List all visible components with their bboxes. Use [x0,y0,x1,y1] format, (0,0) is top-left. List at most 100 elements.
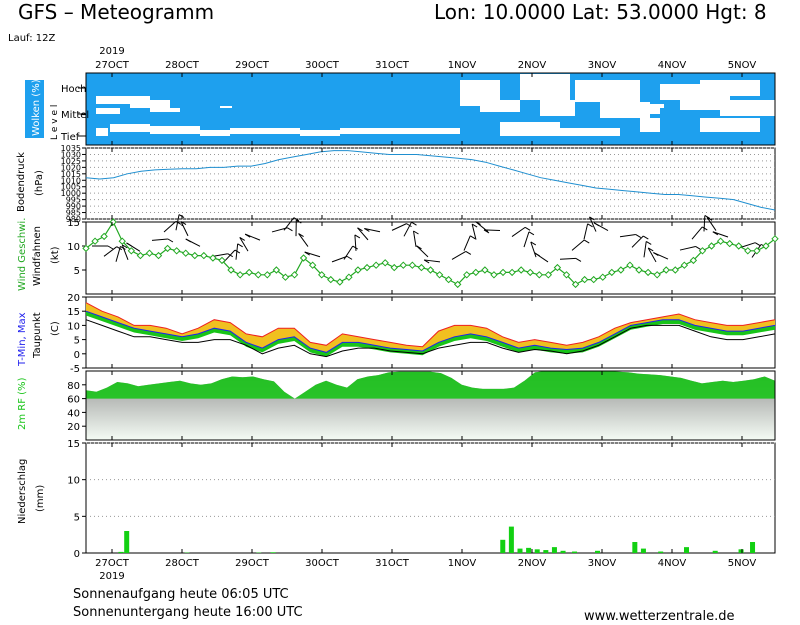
clear-sky-block [500,122,560,136]
precip-tick-label: 0 [74,549,80,560]
wind-speed-point [463,271,471,279]
clear-sky-block [150,108,180,112]
wind-speed-point [508,268,516,277]
precip-bar [738,549,744,553]
wind-speed-point [689,256,698,265]
wind-barb-feather [587,223,593,228]
wind-speed-point [490,271,498,279]
pressure-line [85,150,776,211]
cloud-level-label: Mittel [61,110,89,121]
temperature-unit-label: (C) [50,321,61,336]
clear-sky-block [150,126,200,134]
wind-barb-feather [296,219,302,224]
wind-barb-feather [354,234,361,239]
wind-speed-point [227,266,235,274]
wind-barb [403,221,412,237]
wind-speed-point [299,254,308,262]
wind-speed-point [644,268,652,277]
wind-barb-feather [239,236,246,241]
day-label-top: 27OCT [95,60,130,71]
precip-bar [543,550,549,553]
precip-axis-label: Niederschlag [17,459,28,524]
wind-barb-feather [706,216,713,221]
clear-sky-block [720,100,775,116]
wind-barb-feather [122,244,128,249]
precip-bar [118,551,124,553]
wind-barb-feather [175,220,182,225]
wind-barb-feather [583,239,590,244]
wind-barb [357,227,369,241]
wind-speed-point [91,237,99,245]
day-label-top: 28OCT [165,60,200,71]
wind-tick-label: 10 [67,242,80,253]
pressure-frame [85,147,776,220]
wind-barb-feather [185,238,192,243]
humidity-panel: 20 40 60 80 2m RF (%) [17,370,776,441]
day-label-bottom: 29OCT [235,558,270,569]
wind-barb-feather [244,233,251,238]
wind-barb-feather [695,246,701,250]
model-title: GFS – Meteogramm [18,0,215,24]
wind-barb [416,245,429,258]
wind-speed-point [390,263,398,272]
cloud-level-label: Hoch [61,84,86,95]
wind-speed-point [599,273,607,281]
wind-tick-label: 5 [74,266,80,277]
clear-sky-block [200,130,230,136]
wind-barb-feather [754,242,761,247]
pressure-tick-label: 1005 [61,183,81,192]
cloud-label-bg [25,80,44,138]
wind-barb-feather [575,257,582,262]
wind-speed-point [100,232,108,241]
clear-sky-block [630,106,660,114]
pressure-tick-label: 995 [66,196,81,205]
pressure-unit-label: (hPa) [34,170,45,196]
wind-barb [223,249,236,263]
wind-barb-feather [653,252,659,257]
wind-tick-label: 15 [67,218,80,229]
clear-sky-block [340,128,380,134]
humidity-axis-label: 2m RF (%) [17,377,28,430]
wind-barb [463,235,471,251]
site-link[interactable]: www.wetterzentrale.de [584,609,735,624]
wind-barb [451,250,467,260]
pressure-tick-label: 1010 [61,176,81,185]
wind-speed-point [771,235,779,243]
wind-speed-point [272,266,281,274]
pressure-tick-label: 1015 [61,170,81,179]
wind-speed-point [481,266,489,274]
wind-barb [483,229,501,231]
wind-barb [523,231,530,248]
wind-speed-point [544,271,553,279]
wind-speed-point [336,278,344,286]
wind-barb-feather [287,227,293,232]
precip-bar [572,551,578,553]
clear-sky-block [96,108,120,114]
wind-speed-point [345,273,353,281]
wind-barb [121,244,129,260]
pressure-tick-label: 990 [66,202,81,211]
wind-barb [424,259,441,263]
wind-speed-point [671,266,679,274]
wind-speed-point [753,247,761,255]
wind-barb-axis-label: Windfahnen [32,226,43,286]
precip-bar [508,526,514,553]
wind-speed-point [218,256,226,265]
wind-speed-point [635,266,643,274]
wind-speed-point [716,237,725,245]
pressure-tick-label: 1030 [61,150,81,159]
wind-speed-point [662,266,670,274]
wind-barb [589,216,597,232]
day-label-bottom: 3NOV [588,558,617,569]
clear-sky-block [540,100,575,116]
year-label-bottom: 2019 [99,571,124,582]
wind-speed-point [608,268,616,277]
wind-speed-point [762,242,770,250]
wind-speed-point [417,263,426,272]
wind-speed-point [725,239,734,248]
clear-sky-block [520,74,570,100]
wind-speed-point [254,271,262,279]
precip-bar [684,547,690,553]
wind-barb-feather [469,235,476,240]
wind-speed-point [318,271,326,279]
